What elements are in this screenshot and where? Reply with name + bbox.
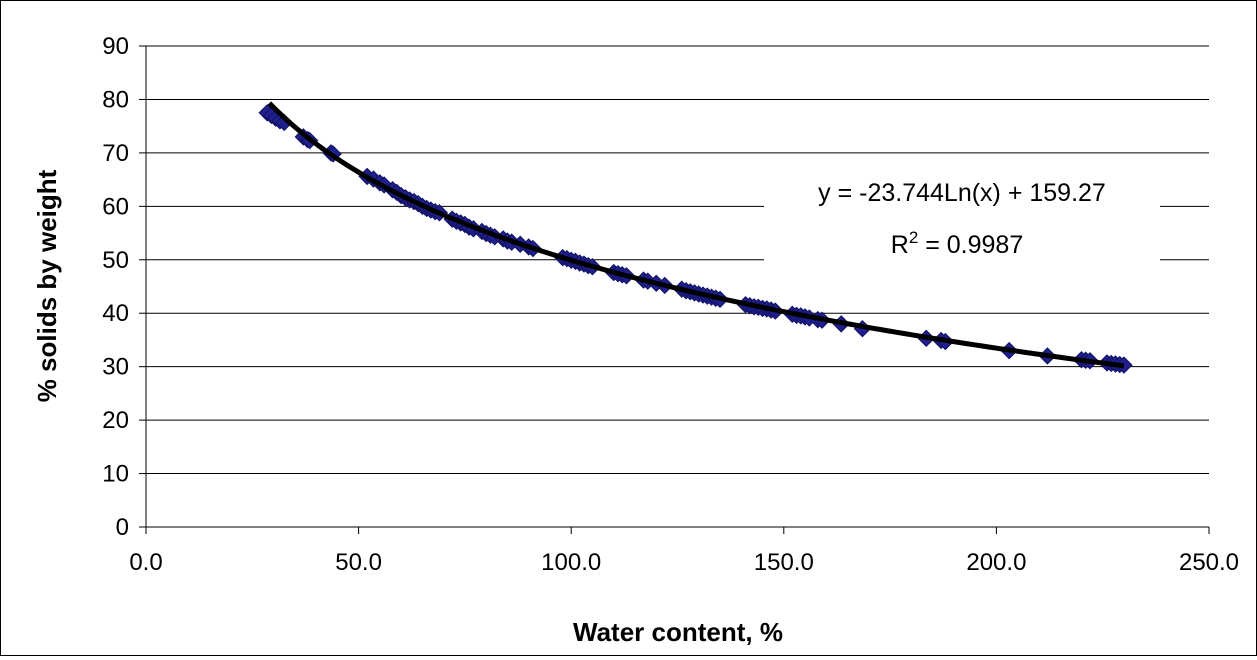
x-tick-label: 200.0 [966, 549, 1026, 576]
y-tick-label: 50 [102, 247, 129, 274]
y-tick-label: 10 [102, 461, 129, 488]
trendline [267, 101, 1125, 369]
x-tick-label: 50.0 [335, 549, 382, 576]
x-axis-title: Water content, % [573, 617, 783, 647]
y-tick-label: 70 [102, 140, 129, 167]
y-tick-label: 30 [102, 354, 129, 381]
trendline-equation: y = -23.744Ln(x) + 159.27 [818, 179, 1106, 207]
equation-box [764, 164, 1160, 262]
y-tick-label: 0 [116, 514, 129, 541]
x-tick-labels: 0.0 50.0 100.0 150.0 200.0 250.0 [129, 549, 1239, 576]
r-squared-label: R2 = 0.9987 [891, 228, 1024, 259]
axes [139, 45, 1210, 534]
y-tick-label: 60 [102, 193, 129, 220]
y-tick-label: 40 [102, 300, 129, 327]
x-tick-label: 150.0 [754, 549, 814, 576]
y-axis-title: % solids by weight [32, 169, 62, 402]
x-tick-label: 100.0 [541, 549, 601, 576]
x-tick-label: 250.0 [1179, 549, 1239, 576]
y-tick-label: 20 [102, 407, 129, 434]
y-tick-label: 80 [102, 86, 129, 113]
y-tick-label: 90 [102, 33, 129, 60]
y-tick-labels: 0 10 20 30 40 50 60 70 80 90 [102, 33, 129, 541]
x-tick-label: 0.0 [129, 549, 162, 576]
